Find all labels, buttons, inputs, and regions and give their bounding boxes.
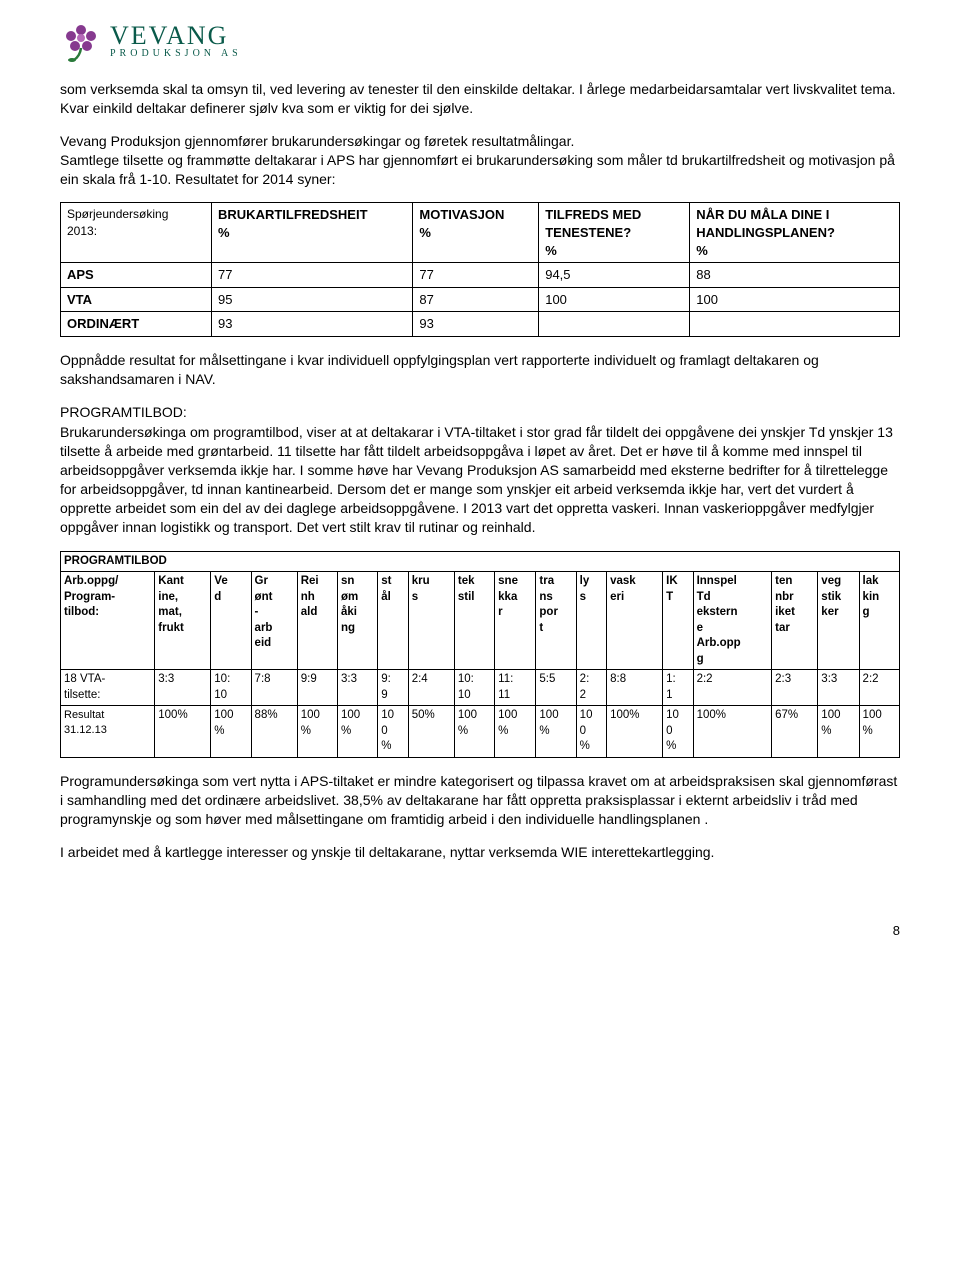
t2-head-10: tra ns por t — [536, 572, 576, 670]
t2-r0-c3: 7:8 — [251, 670, 297, 706]
t2-r0-c14: 2:2 — [693, 670, 772, 706]
t2-r1-c15: 67% — [772, 706, 818, 758]
t2-head-16: veg stik ker — [818, 572, 859, 670]
t2-title: PROGRAMTILBOD — [61, 551, 900, 572]
t1-r0-c2: 77 — [413, 263, 539, 288]
t2-r1-c7: 50% — [408, 706, 454, 758]
t2-r0-c8: 10: 10 — [454, 670, 494, 706]
t2-r0-c5: 3:3 — [338, 670, 378, 706]
t1-r0-c0: APS — [61, 263, 212, 288]
t2-r1-c11: 10 0 % — [576, 706, 606, 758]
t2-head-4: Rei nh ald — [297, 572, 337, 670]
t1-r2-c1: 93 — [212, 312, 413, 337]
t2-head-2: Ve d — [211, 572, 251, 670]
table-row: ORDINÆRT 93 93 — [61, 312, 900, 337]
t2-r0-c1: 3:3 — [155, 670, 211, 706]
paragraph-6: I arbeidet med å kartlegge interesser og… — [60, 843, 900, 862]
paragraph-2: Vevang Produksjon gjennomfører brukarund… — [60, 132, 900, 189]
t2-r1-c2: 100 % — [211, 706, 251, 758]
t2-r0-c16: 3:3 — [818, 670, 859, 706]
t2-r1-c17: 100 % — [859, 706, 899, 758]
t2-r1-c1: 100% — [155, 706, 211, 758]
t2-r0-c7: 2:4 — [408, 670, 454, 706]
t1-r2-c4 — [690, 312, 900, 337]
t2-head-11: ly s — [576, 572, 606, 670]
t1-r0-c4: 88 — [690, 263, 900, 288]
t2-r1-c6: 10 0 % — [378, 706, 408, 758]
t1-r1-c4: 100 — [690, 287, 900, 312]
t2-r1-c9: 100 % — [495, 706, 536, 758]
paragraph-5: Programundersøkinga som vert nytta i APS… — [60, 772, 900, 829]
logo-main-text: VEVANG — [110, 24, 242, 47]
t2-r0-c0: 18 VTA- tilsette: — [61, 670, 155, 706]
t1-r0-c3: 94,5 — [539, 263, 690, 288]
t2-head-1: Kant ine, mat, frukt — [155, 572, 211, 670]
t2-head-8: tek stil — [454, 572, 494, 670]
t2-r0-c12: 8:8 — [607, 670, 663, 706]
t1-head-2: MOTIVASJON % — [413, 203, 539, 263]
table-row: VTA 95 87 100 100 — [61, 287, 900, 312]
t2-r0-c2: 10: 10 — [211, 670, 251, 706]
t2-head-14: Innspel Td ekstern e Arb.opp g — [693, 572, 772, 670]
t2-r0-c15: 2:3 — [772, 670, 818, 706]
logo-flower-icon — [60, 20, 102, 62]
t1-r2-c2: 93 — [413, 312, 539, 337]
t1-r1-c0: VTA — [61, 287, 212, 312]
logo-text: VEVANG PRODUKSJON AS — [110, 24, 242, 58]
programtilbod-heading: PROGRAMTILBOD: — [60, 403, 900, 422]
t2-r0-c6: 9: 9 — [378, 670, 408, 706]
t2-r1-c13: 10 0 % — [663, 706, 693, 758]
paragraph-4: Brukarundersøkinga om programtilbod, vis… — [60, 423, 900, 536]
t1-head-0: Spørjeundersøking 2013: — [61, 203, 212, 263]
programtilbod-table: PROGRAMTILBOD Arb.oppg/ Program- tilbod:… — [60, 551, 900, 758]
t1-r1-c1: 95 — [212, 287, 413, 312]
t2-r1-c3: 88% — [251, 706, 297, 758]
t2-r1-c4: 100 % — [297, 706, 337, 758]
paragraph-1: som verksemda skal ta omsyn til, ved lev… — [60, 80, 900, 118]
t2-r1-c0: Resultat 31.12.13 — [61, 706, 155, 758]
t2-r1-c14: 100% — [693, 706, 772, 758]
t1-head-3: TILFREDS MED TENESTENE? % — [539, 203, 690, 263]
table-row: Resultat 31.12.13100%100 %88%100 %100 %1… — [61, 706, 900, 758]
t2-r0-c11: 2: 2 — [576, 670, 606, 706]
t2-head-15: ten nbr iket tar — [772, 572, 818, 670]
t2-r0-c9: 11: 11 — [495, 670, 536, 706]
paragraph-3: Oppnådde resultat for målsettingane i kv… — [60, 351, 900, 389]
t2-r1-c8: 100 % — [454, 706, 494, 758]
t1-head-4: NÅR DU MÅLA DINE I HANDLINGSPLANEN? % — [690, 203, 900, 263]
logo-sub-text: PRODUKSJON AS — [110, 49, 242, 58]
t2-head-13: IK T — [663, 572, 693, 670]
t2-head-3: Gr ønt - arb eid — [251, 572, 297, 670]
t1-r2-c0: ORDINÆRT — [61, 312, 212, 337]
t2-head-0: Arb.oppg/ Program- tilbod: — [61, 572, 155, 670]
t2-r0-c13: 1: 1 — [663, 670, 693, 706]
table-row: APS 77 77 94,5 88 — [61, 263, 900, 288]
t2-head-17: lak kin g — [859, 572, 899, 670]
t1-r2-c3 — [539, 312, 690, 337]
t2-r0-c10: 5:5 — [536, 670, 576, 706]
table-row: 18 VTA- tilsette:3:310: 107:89:93:39: 92… — [61, 670, 900, 706]
t2-head-9: sne kka r — [495, 572, 536, 670]
t1-r1-c3: 100 — [539, 287, 690, 312]
t2-r0-c4: 9:9 — [297, 670, 337, 706]
t2-r1-c12: 100% — [607, 706, 663, 758]
t2-r1-c5: 100 % — [338, 706, 378, 758]
t2-head-5: sn øm åki ng — [338, 572, 378, 670]
page-number: 8 — [60, 922, 900, 940]
t2-r1-c16: 100 % — [818, 706, 859, 758]
t2-head-7: kru s — [408, 572, 454, 670]
logo: VEVANG PRODUKSJON AS — [60, 20, 900, 62]
table-row: Arb.oppg/ Program- tilbod:Kant ine, mat,… — [61, 572, 900, 670]
t2-r1-c10: 100 % — [536, 706, 576, 758]
survey-results-table: Spørjeundersøking 2013: BRUKARTILFREDSHE… — [60, 202, 900, 336]
t2-r0-c17: 2:2 — [859, 670, 899, 706]
t1-head-1: BRUKARTILFREDSHEIT % — [212, 203, 413, 263]
t2-head-6: st ål — [378, 572, 408, 670]
t1-r1-c2: 87 — [413, 287, 539, 312]
t1-r0-c1: 77 — [212, 263, 413, 288]
t2-head-12: vask eri — [607, 572, 663, 670]
